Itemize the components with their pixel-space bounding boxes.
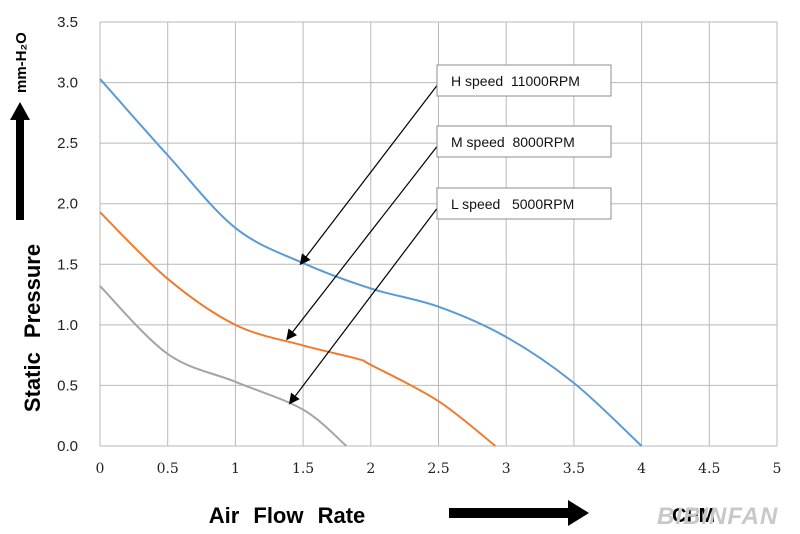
brand-watermark: BIBINFAN [657, 503, 778, 530]
callout-box-0 [436, 64, 612, 97]
callout-label-0: H speed 11000RPM [451, 73, 580, 89]
x-tick-label: 4.5 [698, 461, 720, 477]
series-line-2 [99, 285, 348, 447]
y-tick-label: 0.0 [57, 438, 78, 455]
x-tick-label: 0 [96, 461, 105, 477]
y-tick-label: 1.5 [57, 256, 78, 273]
x-tick-label: 3.5 [563, 461, 585, 477]
y-tick-label: 1.0 [57, 317, 78, 334]
y-tick-label: 2.5 [57, 135, 78, 152]
y-tick-labels: 0.0 0.5 1.0 1.5 2.0 2.5 3.0 3.5 [57, 14, 78, 455]
x-axis-arrow-shaft [449, 508, 571, 518]
x-tick-label: 4 [637, 461, 646, 477]
x-axis-title: Air Flow Rate [209, 503, 366, 528]
callout-box-1 [436, 125, 612, 158]
x-tick-label: 5 [773, 461, 782, 477]
callout-arrow-1 [286, 146, 438, 341]
y-tick-label: 3.5 [57, 14, 78, 31]
callout-arrow-0 [299, 85, 438, 266]
callout-arrow-2 [288, 208, 438, 405]
x-tick-label: 1 [231, 461, 240, 477]
y-axis-title: Static Pressure [20, 244, 45, 412]
x-tick-labels: 0 0.5 1 1.5 2 2.5 3 3.5 4 4.5 5 [96, 461, 782, 477]
x-tick-label: 2 [366, 461, 375, 477]
y-tick-label: 3.0 [57, 75, 78, 92]
callout-box-2 [436, 187, 612, 220]
x-tick-label: 0.5 [157, 461, 179, 477]
y-tick-label: 0.5 [57, 377, 78, 394]
x-axis-arrowhead [568, 500, 589, 526]
y-axis-arrowhead [10, 102, 30, 120]
series-lines [99, 78, 643, 447]
series-callouts: H speed 11000RPM M speed 8000RPM L speed 5… [286, 64, 612, 405]
callout-label-2: L speed 5000RPM [451, 196, 574, 212]
callout-label-1: M speed 8000RPM [451, 134, 575, 150]
series-line-1 [99, 211, 496, 447]
series-line-0 [99, 78, 643, 447]
x-axis-unit: CFM [672, 505, 715, 527]
y-axis-arrow-shaft [16, 118, 24, 220]
x-tick-label: 2.5 [427, 461, 449, 477]
y-axis-unit: mm-H₂O [13, 32, 30, 93]
x-tick-label: 3 [502, 461, 511, 477]
y-tick-label: 2.0 [57, 196, 78, 213]
x-tick-label: 1.5 [292, 461, 314, 477]
